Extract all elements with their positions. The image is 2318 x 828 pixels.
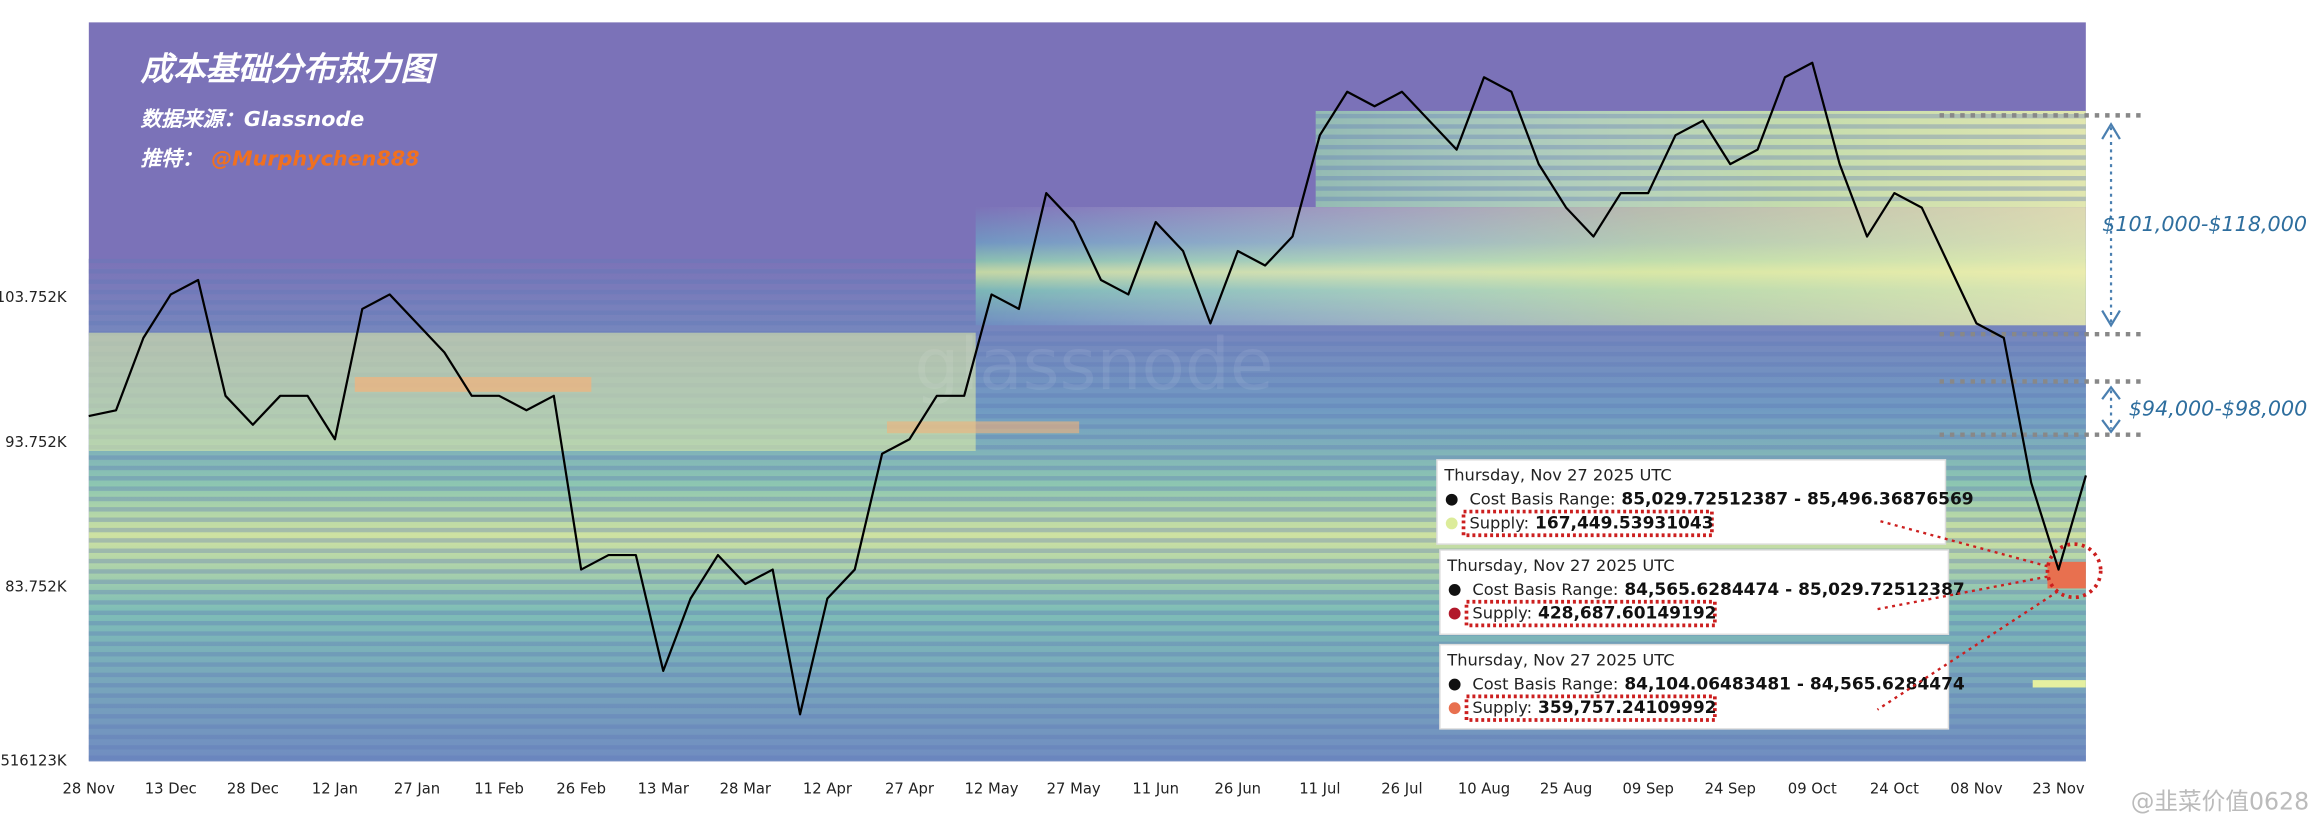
- tooltip-range: Cost Basis Range: 85,029.72512387 - 85,49…: [1469, 489, 1973, 510]
- range-value: 84,565.6284474 - 85,029.72512387: [1624, 580, 1964, 600]
- tooltip-dot: [1445, 493, 1458, 506]
- highlight-box: [1464, 694, 1717, 722]
- tooltip-dot: [1448, 607, 1461, 620]
- x-tick-label: 23 Nov: [2032, 780, 2085, 797]
- x-tick-label: 11 Jul: [1299, 780, 1340, 797]
- supply-label: Supply:: [1472, 603, 1532, 622]
- heat-band: [2032, 680, 2086, 688]
- arrow-head: [2101, 309, 2121, 328]
- tooltips: Thursday, Nov 27 2025 UTC Cost Basis Rang…: [1436, 459, 1974, 730]
- x-tick-label: 10 Aug: [1458, 780, 1510, 797]
- tooltip-dot: [1445, 517, 1458, 530]
- x-tick-label: 24 Oct: [1870, 780, 1919, 797]
- x-tick-label: 28 Dec: [227, 780, 279, 797]
- source: 数据来源：Glassnode: [140, 107, 364, 131]
- tooltip-box: [1439, 643, 1950, 730]
- x-tick-label: 09 Oct: [1788, 780, 1837, 797]
- heat-band: [975, 207, 2086, 326]
- x-tick-label: 13 Dec: [145, 780, 197, 797]
- range-annotation: $94,000-$98,000: [2129, 397, 2308, 421]
- supply-label: Supply:: [1469, 513, 1529, 532]
- range-value: 84,104.06483481 - 84,565.6284474: [1624, 675, 1965, 695]
- tooltip-range: Cost Basis Range: 84,565.6284474 - 85,029…: [1472, 579, 1964, 600]
- highlight-box: [1464, 599, 1717, 628]
- x-tick-label: 27 May: [1047, 780, 1101, 797]
- tooltip-dot: [1448, 584, 1461, 596]
- y-tick-label: .7516123K: [0, 752, 67, 769]
- highlight-box: [1461, 509, 1714, 538]
- twitter-label: 推特：: [140, 147, 202, 171]
- x-tick-label: 27 Apr: [885, 780, 935, 797]
- x-tick-label: 26 Jun: [1214, 780, 1261, 797]
- callout-arrow: [1876, 590, 2059, 711]
- range-label: Cost Basis Range:: [1472, 674, 1618, 693]
- x-tick-label: 11 Feb: [474, 780, 524, 797]
- tooltip-date: Thursday, Nov 27 2025 UTC: [1446, 556, 1674, 575]
- tooltip-range: Cost Basis Range: 84,104.06483481 - 84,56…: [1472, 674, 1965, 695]
- tooltip-box: [1439, 549, 1950, 636]
- x-tick-label: 24 Sep: [1705, 780, 1756, 797]
- supply-value: 359,757.24109992: [1538, 698, 1717, 718]
- arrow-head: [2101, 385, 2121, 400]
- tooltip-supply: Supply: 359,757.24109992: [1472, 698, 1716, 719]
- arrow-head: [2101, 122, 2121, 140]
- supply-value: 428,687.60149192: [1538, 604, 1717, 624]
- supply-label: Supply:: [1472, 698, 1532, 717]
- tooltip-dot: [1448, 678, 1461, 691]
- y-tick-label: 93.752K: [5, 434, 67, 451]
- range-value: 85,029.72512387 - 85,496.36876569: [1621, 490, 1973, 510]
- x-tick-label: 12 May: [965, 780, 1019, 797]
- x-tick-label: 28 Nov: [63, 780, 116, 797]
- tooltip-box: [1436, 459, 1947, 545]
- x-tick-label: 28 Mar: [720, 780, 772, 797]
- x-tick-label: 26 Feb: [556, 780, 606, 797]
- y-tick-label: 83.752K: [5, 579, 67, 596]
- tooltip-date: Thursday, Nov 27 2025 UTC: [1443, 466, 1671, 485]
- twitter-handle: @Murphychen888: [211, 147, 419, 171]
- x-tick-label: 12 Apr: [803, 780, 853, 797]
- heat-stripes: [1315, 110, 2086, 208]
- chart-title: 成本基础分布热力图: [140, 50, 437, 88]
- range-label: Cost Basis Range:: [1472, 579, 1618, 598]
- range-label: Cost Basis Range:: [1469, 489, 1615, 508]
- x-tick-label: 11 Jun: [1132, 780, 1179, 797]
- tooltip-dot: [1448, 702, 1461, 715]
- callouts: [1876, 519, 2103, 711]
- x-tick-label: 26 Jul: [1381, 780, 1422, 797]
- tooltip-supply: Supply: 167,449.53931043: [1469, 513, 1713, 534]
- arrow-head: [2101, 419, 2121, 434]
- tooltip-date: Thursday, Nov 27 2025 UTC: [1446, 650, 1674, 669]
- heat-hot: [886, 421, 1080, 434]
- heat-hot: [2047, 561, 2086, 589]
- heat-hot: [354, 377, 592, 392]
- watermark: @韭菜价值0628: [2131, 787, 2309, 815]
- x-tick-label: 13 Mar: [638, 780, 690, 797]
- callout-circle: [2045, 542, 2103, 600]
- x-tick-label: 08 Nov: [1950, 780, 2003, 797]
- range-arrows: [2101, 122, 2121, 434]
- x-tick-label: 09 Sep: [1623, 780, 1674, 797]
- level-lines: [1939, 113, 2141, 437]
- watermark-bg: glassnode: [914, 323, 1273, 406]
- x-tick-label: 27 Jan: [394, 780, 440, 797]
- y-tick-label: 103.752K: [0, 289, 67, 306]
- range-annotation: $101,000-$118,000: [2102, 212, 2307, 236]
- price-line: [88, 61, 2087, 716]
- supply-value: 167,449.53931043: [1535, 513, 1714, 533]
- tooltip-supply: Supply: 428,687.60149192: [1472, 603, 1716, 624]
- x-tick-label: 25 Aug: [1540, 780, 1592, 797]
- x-tick-label: 12 Jan: [312, 780, 358, 797]
